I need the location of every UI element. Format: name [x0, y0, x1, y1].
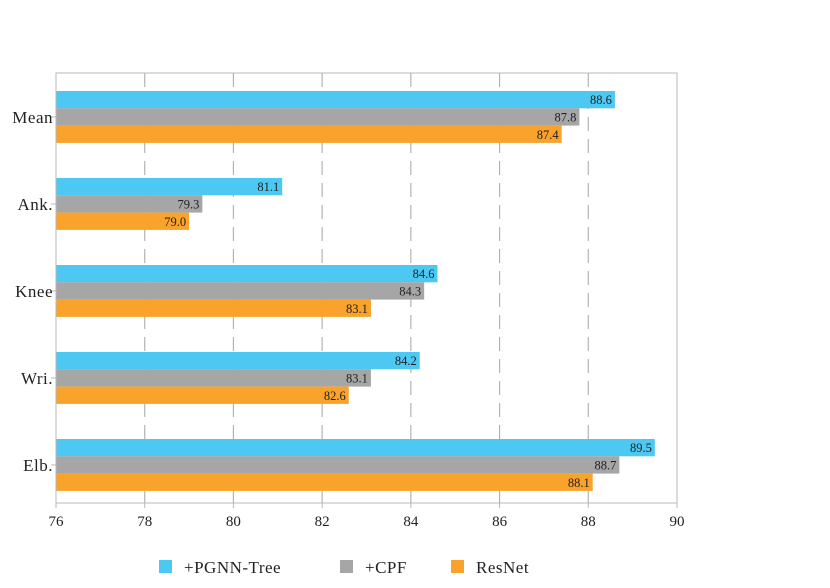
category-label: Knee: [15, 282, 53, 301]
bar: [56, 456, 620, 474]
x-tick-label: 90: [670, 514, 685, 530]
legend-swatch: [451, 560, 464, 573]
legend-swatch: [159, 560, 172, 573]
category-label: Wri.: [21, 369, 53, 388]
bar-value-label: 87.8: [555, 110, 577, 124]
bar-value-label: 83.1: [346, 302, 368, 316]
bar-value-label: 89.5: [630, 441, 652, 455]
bar: [56, 386, 349, 404]
bar: [56, 352, 420, 370]
bars-layer: [56, 91, 655, 491]
category-label: Elb.: [23, 456, 53, 475]
category-label: Ank.: [17, 195, 53, 214]
legend-label: +PGNN-Tree: [184, 558, 281, 577]
bar: [56, 369, 371, 387]
bar-value-label: 84.2: [395, 354, 417, 368]
bar: [56, 178, 283, 196]
bar: [56, 195, 203, 213]
bar-value-label: 79.0: [164, 215, 186, 229]
x-tick-label: 78: [137, 514, 152, 530]
bar-value-label: 88.1: [568, 476, 590, 490]
bar-value-label: 82.6: [324, 389, 346, 403]
x-tick-label: 76: [49, 514, 65, 530]
x-tick-label: 88: [581, 514, 596, 530]
bar-value-label: 87.4: [537, 128, 560, 142]
x-tick-label: 80: [226, 514, 241, 530]
legend-label: +CPF: [365, 558, 407, 577]
bar-value-label: 88.6: [590, 93, 612, 107]
category-label: Mean: [12, 108, 53, 127]
bar: [56, 212, 190, 230]
bar-value-label: 79.3: [178, 197, 200, 211]
bar: [56, 282, 425, 300]
bar: [56, 108, 580, 126]
legend: +PGNN-Tree +CPF ResNet: [159, 558, 529, 577]
bar-value-label: 83.1: [346, 371, 368, 385]
plot-frame: [55, 72, 678, 504]
labels-layer: 88.6 87.8 87.4 81.1 79.3 79.0 84.6 84.3 83.1 84.2…: [164, 93, 652, 490]
axis-layer: 76 78 80 82 84 86 88 90 Mean Ank. Knee Wri. Elb.: [12, 108, 684, 530]
legend-label: ResNet: [476, 558, 529, 577]
bar: [56, 439, 655, 457]
x-tick-label: 82: [315, 514, 330, 530]
x-tick-label: 84: [403, 514, 419, 530]
bar: [56, 265, 438, 283]
bar: [56, 299, 371, 317]
bar-value-label: 88.7: [594, 458, 616, 472]
bar-value-label: 84.6: [413, 267, 435, 281]
bar-value-label: 81.1: [257, 180, 279, 194]
legend-swatch: [340, 560, 353, 573]
bar: [56, 473, 593, 491]
bar-value-label: 84.3: [399, 284, 421, 298]
bar: [56, 125, 562, 143]
bar: [56, 91, 615, 109]
grid-layer: [144, 73, 589, 503]
x-tick-label: 86: [492, 514, 508, 530]
